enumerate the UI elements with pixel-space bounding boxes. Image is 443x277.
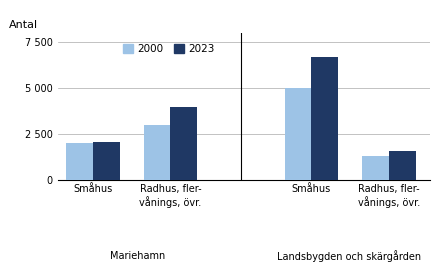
Bar bbox=[362, 156, 389, 180]
Bar bbox=[284, 88, 311, 180]
Bar bbox=[311, 57, 338, 180]
Bar bbox=[171, 107, 197, 180]
Text: Mariehamn: Mariehamn bbox=[110, 250, 166, 261]
Legend: 2000, 2023: 2000, 2023 bbox=[119, 40, 219, 58]
Text: Antal: Antal bbox=[9, 20, 39, 30]
Bar bbox=[93, 142, 120, 180]
Bar bbox=[66, 143, 93, 180]
Bar bbox=[389, 151, 416, 180]
Text: Landsbygden och skärgården: Landsbygden och skärgården bbox=[277, 250, 421, 262]
Bar bbox=[144, 125, 171, 180]
